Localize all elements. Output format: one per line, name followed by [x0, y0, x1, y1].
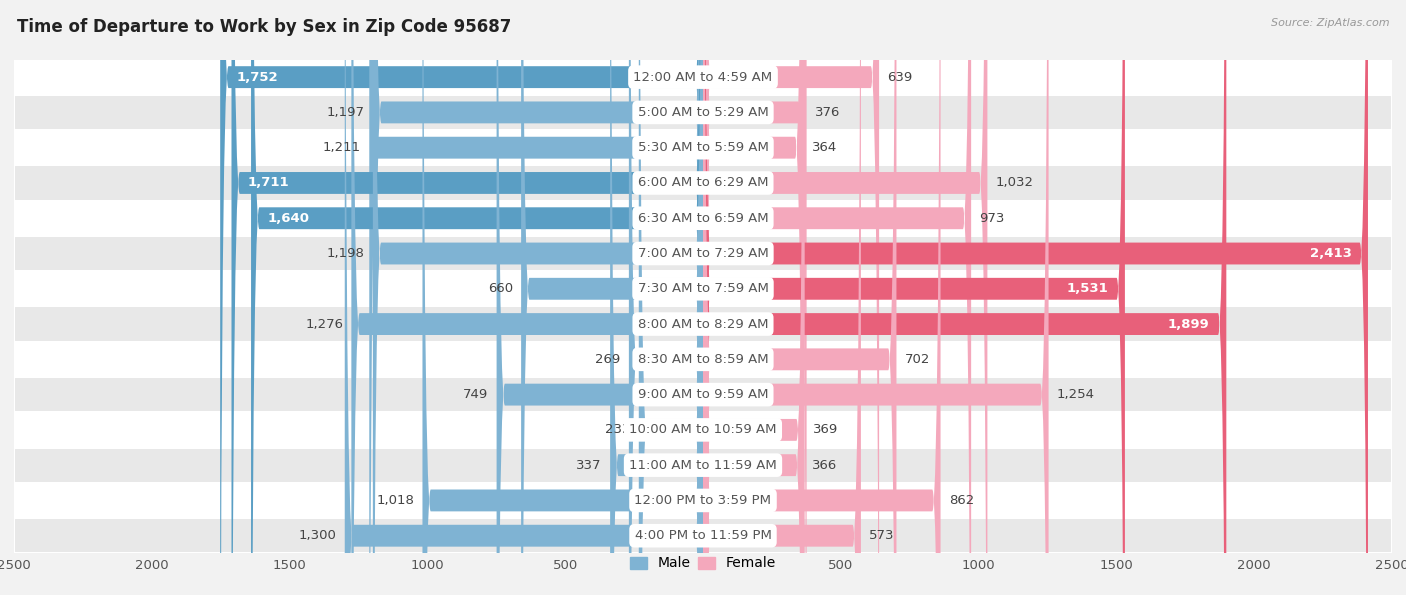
- Bar: [14, 483, 1392, 518]
- FancyBboxPatch shape: [703, 0, 807, 595]
- FancyBboxPatch shape: [703, 0, 941, 595]
- FancyBboxPatch shape: [703, 0, 804, 595]
- Text: 5:30 AM to 5:59 AM: 5:30 AM to 5:59 AM: [637, 141, 769, 154]
- Text: 1,300: 1,300: [298, 529, 336, 542]
- Bar: [14, 271, 1392, 306]
- Text: 9:00 AM to 9:59 AM: 9:00 AM to 9:59 AM: [638, 388, 768, 401]
- FancyBboxPatch shape: [352, 0, 703, 595]
- Text: 1,018: 1,018: [377, 494, 415, 507]
- Text: 12:00 PM to 3:59 PM: 12:00 PM to 3:59 PM: [634, 494, 772, 507]
- FancyBboxPatch shape: [370, 0, 703, 595]
- Text: 973: 973: [980, 212, 1005, 225]
- Bar: [14, 306, 1392, 342]
- Text: 1,254: 1,254: [1057, 388, 1095, 401]
- Text: 1,711: 1,711: [247, 177, 290, 189]
- Text: Source: ZipAtlas.com: Source: ZipAtlas.com: [1271, 18, 1389, 28]
- FancyBboxPatch shape: [703, 0, 803, 595]
- Text: 10:00 AM to 10:59 AM: 10:00 AM to 10:59 AM: [630, 424, 776, 436]
- FancyBboxPatch shape: [703, 0, 1368, 595]
- FancyBboxPatch shape: [703, 0, 972, 595]
- FancyBboxPatch shape: [373, 0, 703, 595]
- Bar: [14, 60, 1392, 95]
- Bar: [14, 95, 1392, 130]
- Text: 1,531: 1,531: [1067, 282, 1108, 295]
- FancyBboxPatch shape: [638, 0, 703, 595]
- FancyBboxPatch shape: [373, 0, 703, 595]
- Text: 5:00 AM to 5:29 AM: 5:00 AM to 5:29 AM: [638, 106, 768, 119]
- Text: 639: 639: [887, 71, 912, 84]
- Text: 364: 364: [811, 141, 837, 154]
- FancyBboxPatch shape: [703, 0, 1125, 595]
- Text: 269: 269: [595, 353, 620, 366]
- Text: 12:00 AM to 4:59 AM: 12:00 AM to 4:59 AM: [634, 71, 772, 84]
- FancyBboxPatch shape: [628, 0, 703, 595]
- Text: 7:00 AM to 7:29 AM: 7:00 AM to 7:29 AM: [638, 247, 768, 260]
- Legend: Male, Female: Male, Female: [624, 551, 782, 576]
- Bar: [14, 342, 1392, 377]
- Text: 337: 337: [576, 459, 602, 472]
- Text: 702: 702: [904, 353, 931, 366]
- Text: 1,032: 1,032: [995, 177, 1033, 189]
- Text: 862: 862: [949, 494, 974, 507]
- Text: Time of Departure to Work by Sex in Zip Code 95687: Time of Departure to Work by Sex in Zip …: [17, 18, 512, 36]
- Text: 1,640: 1,640: [267, 212, 309, 225]
- FancyBboxPatch shape: [221, 0, 703, 595]
- Bar: [14, 201, 1392, 236]
- Text: 1,752: 1,752: [236, 71, 278, 84]
- Text: 1,197: 1,197: [326, 106, 366, 119]
- Text: 1,899: 1,899: [1168, 318, 1209, 331]
- Bar: [14, 236, 1392, 271]
- Text: 6:30 AM to 6:59 AM: 6:30 AM to 6:59 AM: [638, 212, 768, 225]
- Bar: [14, 518, 1392, 553]
- Text: 749: 749: [463, 388, 488, 401]
- FancyBboxPatch shape: [703, 0, 879, 595]
- Text: 573: 573: [869, 529, 894, 542]
- FancyBboxPatch shape: [703, 0, 860, 595]
- Text: 1,276: 1,276: [305, 318, 343, 331]
- FancyBboxPatch shape: [344, 0, 703, 595]
- FancyBboxPatch shape: [703, 0, 987, 595]
- Text: 11:00 AM to 11:59 AM: 11:00 AM to 11:59 AM: [628, 459, 778, 472]
- Text: 1,211: 1,211: [323, 141, 361, 154]
- FancyBboxPatch shape: [496, 0, 703, 595]
- FancyBboxPatch shape: [703, 0, 804, 595]
- Bar: [14, 165, 1392, 201]
- Bar: [14, 412, 1392, 447]
- Text: 8:00 AM to 8:29 AM: 8:00 AM to 8:29 AM: [638, 318, 768, 331]
- Bar: [14, 447, 1392, 483]
- Text: 7:30 AM to 7:59 AM: 7:30 AM to 7:59 AM: [637, 282, 769, 295]
- Text: 4:00 PM to 11:59 PM: 4:00 PM to 11:59 PM: [634, 529, 772, 542]
- Text: 366: 366: [813, 459, 838, 472]
- Text: 2,413: 2,413: [1309, 247, 1351, 260]
- Text: 376: 376: [815, 106, 841, 119]
- FancyBboxPatch shape: [232, 0, 703, 595]
- Text: 233: 233: [605, 424, 630, 436]
- FancyBboxPatch shape: [522, 0, 703, 595]
- FancyBboxPatch shape: [610, 0, 703, 595]
- Text: 6:00 AM to 6:29 AM: 6:00 AM to 6:29 AM: [638, 177, 768, 189]
- Bar: [14, 377, 1392, 412]
- FancyBboxPatch shape: [703, 0, 1049, 595]
- Bar: [14, 130, 1392, 165]
- FancyBboxPatch shape: [703, 0, 1226, 595]
- FancyBboxPatch shape: [703, 0, 897, 595]
- FancyBboxPatch shape: [252, 0, 703, 595]
- FancyBboxPatch shape: [422, 0, 703, 595]
- Text: 8:30 AM to 8:59 AM: 8:30 AM to 8:59 AM: [638, 353, 768, 366]
- Text: 1,198: 1,198: [326, 247, 364, 260]
- Text: 660: 660: [488, 282, 513, 295]
- Text: 369: 369: [813, 424, 838, 436]
